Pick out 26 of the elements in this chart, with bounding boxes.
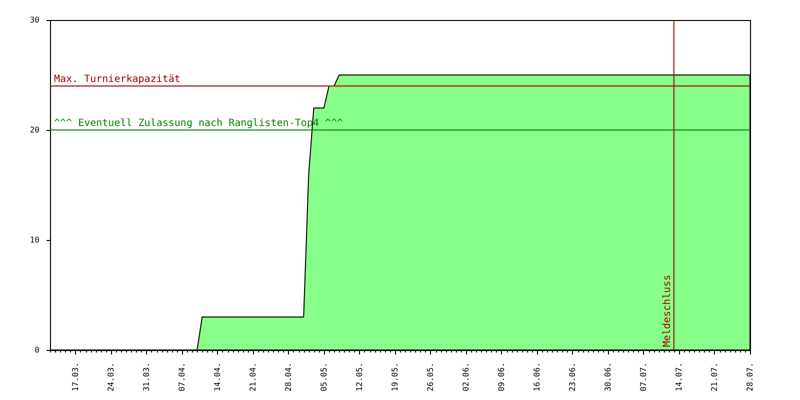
x-tick-label: 24.03. [106, 362, 116, 392]
x-tick-label: 07.04. [177, 362, 186, 392]
x-tick-label: 16.06. [532, 362, 542, 392]
x-tick-label: 14.07. [674, 362, 684, 392]
x-tick-label: 14.04. [212, 362, 222, 392]
x-tick-label: 28.04. [284, 362, 293, 392]
x-tick-label: 05.05. [319, 362, 328, 392]
x-tick-label: 09.06. [496, 362, 506, 392]
x-tick-label: 07.07. [638, 362, 648, 392]
x-tick-label: 30.06. [603, 362, 612, 392]
y-tick-label: 0 [34, 346, 40, 354]
ref-line-label: Meldeschluss [662, 274, 673, 347]
y-tick-label: 10 [30, 236, 40, 244]
x-tick-label: 17.03. [70, 362, 80, 392]
y-tick-label: 20 [30, 126, 40, 134]
y-tick-label: 30 [30, 16, 40, 24]
x-tick-label: 26.05. [426, 362, 435, 392]
x-tick-label: 28.07. [746, 362, 754, 392]
x-tick-label: 12.05. [354, 362, 364, 392]
ref-line-label: Max. Turnierkapazität [54, 74, 180, 85]
x-tick-label: 23.06. [568, 362, 577, 392]
x-tick-label: 02.06. [461, 362, 470, 392]
x-tick-label: 21.04. [248, 362, 258, 392]
x-tick-label: 31.03. [142, 362, 151, 392]
x-tick-label: 19.05. [390, 362, 400, 392]
x-tick-label: 21.07. [710, 362, 719, 392]
